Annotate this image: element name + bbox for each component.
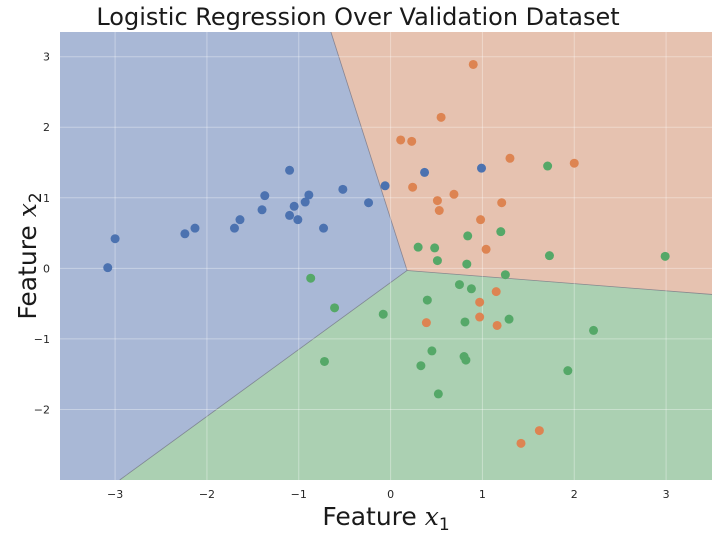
y-tick-label: 1 xyxy=(43,192,50,205)
x-axis-ticks: −3 −2 −1 0 1 2 3 xyxy=(107,488,670,501)
decision-regions xyxy=(60,32,712,480)
point-orange xyxy=(534,426,544,436)
region-green xyxy=(119,270,712,480)
decision-boundaries xyxy=(119,32,712,480)
point-orange xyxy=(569,158,579,168)
point-green xyxy=(504,314,514,324)
y-tick-label: 0 xyxy=(43,262,50,275)
point-blue xyxy=(285,165,295,175)
point-blue xyxy=(260,191,270,201)
point-green xyxy=(463,231,473,241)
point-green xyxy=(462,259,472,269)
point-blue xyxy=(293,215,303,225)
point-blue xyxy=(304,190,314,200)
x-tick-label: 3 xyxy=(663,488,670,501)
point-green xyxy=(454,280,464,290)
point-green xyxy=(422,295,432,305)
point-orange xyxy=(476,215,486,225)
point-green xyxy=(330,303,340,313)
point-orange xyxy=(491,287,501,297)
point-orange xyxy=(434,205,444,215)
point-green xyxy=(660,251,670,261)
plot-area xyxy=(60,32,712,480)
point-green xyxy=(427,346,437,356)
point-green xyxy=(589,325,599,335)
point-orange xyxy=(408,182,418,192)
x-tick-label: −2 xyxy=(199,488,215,501)
region-blue xyxy=(60,32,408,480)
y-tick-label: −1 xyxy=(34,333,50,346)
boundary-blue-green xyxy=(119,270,408,480)
x-tick-label: 1 xyxy=(479,488,486,501)
point-blue xyxy=(257,205,267,215)
point-orange xyxy=(475,297,485,307)
point-orange xyxy=(497,198,507,208)
x-tick-label: 0 xyxy=(387,488,394,501)
point-orange xyxy=(421,318,431,328)
point-green xyxy=(496,227,506,237)
region-orange xyxy=(330,32,712,295)
point-blue xyxy=(364,198,374,208)
point-blue xyxy=(477,163,487,173)
point-blue xyxy=(180,229,190,239)
point-green xyxy=(432,256,442,266)
point-green xyxy=(378,309,388,319)
point-blue xyxy=(338,184,348,194)
point-orange xyxy=(396,135,406,145)
point-green xyxy=(563,366,573,376)
point-orange xyxy=(481,244,491,254)
point-green xyxy=(413,242,423,252)
point-blue xyxy=(319,223,329,233)
y-tick-label: 2 xyxy=(43,121,50,134)
point-green xyxy=(430,243,440,253)
x-tick-label: −1 xyxy=(291,488,307,501)
data-points xyxy=(103,59,670,448)
point-green xyxy=(500,270,510,280)
y-axis-ticks: −2 −1 0 1 2 3 xyxy=(34,51,50,417)
x-tick-label: 2 xyxy=(571,488,578,501)
point-green xyxy=(543,161,553,171)
point-blue xyxy=(110,234,120,244)
point-green xyxy=(460,317,470,327)
point-green xyxy=(306,273,316,283)
point-blue xyxy=(289,201,299,211)
boundary-blue-orange xyxy=(330,32,408,271)
point-orange xyxy=(475,312,485,322)
x-axis-label: Feature x1 xyxy=(322,502,449,535)
point-blue xyxy=(190,223,200,233)
point-orange xyxy=(505,153,515,163)
y-tick-label: 3 xyxy=(43,51,50,64)
y-tick-label: −2 xyxy=(34,403,50,416)
point-orange xyxy=(436,112,446,122)
point-orange xyxy=(516,438,526,448)
point-green xyxy=(461,355,471,365)
point-green xyxy=(544,251,554,261)
point-green xyxy=(416,361,426,371)
boundary-orange-green xyxy=(407,270,712,295)
point-blue xyxy=(229,223,239,233)
point-orange xyxy=(432,196,442,206)
point-orange xyxy=(492,320,502,330)
point-green xyxy=(466,284,476,294)
x-tick-label: −3 xyxy=(107,488,123,501)
point-blue xyxy=(235,215,245,225)
point-blue xyxy=(300,197,310,207)
point-orange xyxy=(449,189,459,199)
point-blue xyxy=(103,263,113,273)
point-blue xyxy=(420,167,430,177)
point-orange xyxy=(407,136,417,146)
point-blue xyxy=(380,181,390,191)
point-green xyxy=(319,356,329,366)
point-orange xyxy=(468,59,478,69)
point-blue xyxy=(285,210,295,220)
chart-title: Logistic Regression Over Validation Data… xyxy=(96,3,619,31)
y-axis-label: Feature x2 xyxy=(13,192,46,319)
point-green xyxy=(433,389,443,399)
